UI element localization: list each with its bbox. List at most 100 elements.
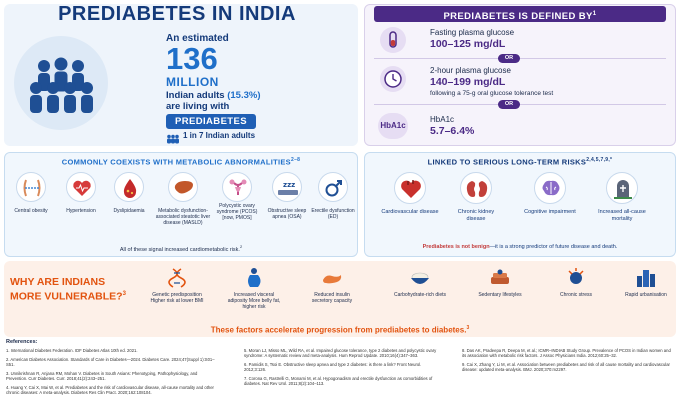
sedentary-label: Sedentary lifestyles: [478, 292, 522, 298]
fasting-glucose-value: 100–125 mg/dL: [430, 38, 506, 50]
carbohydrate-label: Carbohydrate-rich diets: [394, 292, 446, 298]
vulnerability-title-line1: WHY ARE INDIANS: [10, 276, 106, 288]
fasting-glucose-label: Fasting plasma glucose: [430, 28, 515, 37]
visceral-adiposity-label: Increased visceral adiposity More belly …: [227, 292, 281, 310]
insulin-secretion-label: Reduced insulin secretory capacity: [311, 292, 353, 304]
hba1c-icon: HbA1c: [378, 113, 408, 139]
ed-label: Erectile dysfunction (ED): [311, 208, 355, 220]
risk-title: LINKED TO SERIOUS LONG-TERM RISKS2,4,5,7…: [364, 157, 676, 167]
central-obesity-label: Central obesity: [14, 208, 48, 214]
reference-item: 4. Huang Y, Cai X, Mai W, et al. Prediab…: [6, 385, 214, 395]
svg-text:zzz: zzz: [283, 181, 295, 189]
risk-card: [364, 152, 676, 257]
vulnerability-footer: These factors accelerate progression fro…: [4, 325, 676, 335]
vulnerability-title-line2: MORE VULNERABLE?: [10, 290, 123, 303]
small-people-icon: [166, 131, 180, 144]
coexist-footer-sup: 2: [239, 244, 243, 249]
liver-icon: [168, 172, 198, 202]
coexist-footer: All of these signal increased cardiometa…: [4, 244, 358, 253]
uterus-icon: [222, 172, 252, 202]
stress-label: Chronic stress: [560, 292, 592, 298]
coexist-footer-text: All of these signal increased cardiometa…: [119, 246, 240, 253]
clock-icon: [380, 66, 406, 92]
sleep-icon: zzz: [272, 172, 302, 202]
reference-item: 8. Das AK, Pradeepa R, Deepa M, et al.; …: [462, 348, 671, 358]
stat-population-line: Indian adults (15.3%): [166, 90, 261, 101]
risk-title-text: LINKED TO SERIOUS LONG-TERM RISKS: [427, 157, 587, 167]
coexist-title: COMMONLY COEXISTS WITH METABOLIC ABNORMA…: [4, 157, 358, 167]
definition-header: PREDIABETES IS DEFINED BY1: [374, 6, 666, 22]
kidney-icon: [460, 172, 492, 204]
rice-bowl-icon: [408, 266, 432, 290]
urbanisation-label: Rapid urbanisation: [625, 292, 667, 298]
divider: [374, 58, 666, 59]
two-hour-glucose-label: 2-hour plasma glucose: [430, 66, 511, 75]
prediabetes-badge: PREDIABETES: [166, 114, 256, 129]
coexist-title-text: COMMONLY COEXISTS WITH METABOLIC ABNORMA…: [61, 157, 291, 167]
osa-label: Obstructive sleep apnea (OSA): [267, 208, 307, 220]
reference-item: 6. Pamidis S, Tsoi E. Obstructive sleep …: [244, 362, 422, 372]
reference-item: 1. International Diabetes Federation. ID…: [6, 348, 138, 353]
hba1c-label: HbA1c: [430, 115, 455, 124]
tombstone-icon: [606, 172, 638, 204]
coexist-title-sup: 2–8: [290, 157, 301, 163]
risk-title-sup: 2,4,5,7,9,*: [586, 157, 613, 163]
stat-unit: MILLION: [166, 75, 219, 89]
risk-footer-emphasis: Prediabetes is not benign: [422, 244, 490, 250]
vulnerability-footer-text: These factors accelerate progression fro…: [210, 325, 467, 335]
coexist-card: [4, 152, 358, 257]
references-title: References:: [6, 339, 38, 345]
genetic-label: Genetic predisposition Higher risk at lo…: [150, 292, 204, 304]
masld-label: Metabolic dysfunction-associated steatot…: [155, 208, 211, 226]
city-icon: [634, 266, 658, 290]
definition-card: [364, 4, 676, 146]
page-title: PREDIABETES IN INDIA: [58, 3, 296, 25]
mortality-label: Increased all-cause mortality: [598, 209, 646, 222]
definition-header-sup: 1: [592, 11, 597, 17]
pancreas-icon: [320, 266, 344, 290]
dyslipidaemia-label: Dyslipidaemia: [113, 208, 145, 214]
reference-item: 2. American Diabetes Association. Standa…: [6, 357, 215, 367]
cardiovascular-label: Cardiovascular disease: [381, 209, 439, 215]
kidney-disease-label: Chronic kidney disease: [457, 209, 495, 222]
references-column-1: 1. International Diabetes Federation. ID…: [6, 348, 216, 395]
stress-icon: [564, 266, 588, 290]
risk-footer: Prediabetes is not benign—it is a strong…: [364, 244, 676, 250]
blood-drop-icon: [114, 172, 144, 202]
hypertension-label: Hypertension: [66, 208, 96, 214]
risk-footer-text: —it is a strong predictor of future dise…: [489, 244, 618, 250]
vulnerability-title-sup: 3: [122, 291, 126, 297]
stat-intro: An estimated: [166, 33, 229, 44]
reference-item: 7. Corona G, Rastrelli G, Monami M, et a…: [244, 376, 433, 386]
belly-icon: [242, 266, 266, 290]
stat-percentage: (15.3%): [227, 90, 261, 101]
male-symbol-icon: [318, 172, 348, 202]
vulnerability-band: [4, 261, 676, 337]
definition-header-text: PREDIABETES IS DEFINED BY: [443, 11, 593, 23]
pcos-label: Polycystic ovary syndrome (PCOS) [now, P…: [216, 203, 258, 221]
vulnerability-footer-sup: 3: [466, 325, 470, 331]
heart-pressure-icon: [66, 172, 96, 202]
sofa-icon: [488, 266, 512, 290]
reference-item: 9. Cai X, Zhang Y, Li M, et al. Associat…: [462, 362, 670, 372]
references-column-2: 5. Moran LJ, Misso ML, Wild RA, et al. I…: [244, 348, 444, 386]
waist-icon: [16, 172, 46, 202]
hba1c-value: 5.7–6.4%: [430, 125, 475, 137]
two-hour-glucose-value: 140–199 mg/dL: [430, 76, 506, 88]
people-group-icon: [14, 36, 108, 130]
test-tube-icon: [380, 27, 406, 53]
cognitive-label: Cognitive impairment: [524, 209, 576, 215]
vulnerability-title: WHY ARE INDIANS MORE VULNERABLE?3: [10, 276, 140, 303]
references-column-3: 8. Das AK, Pradeepa R, Deepa M, et al.; …: [462, 348, 672, 372]
or-pill: OR: [498, 100, 520, 109]
stat-living-line: are living with: [166, 101, 230, 112]
stat-number: 136: [166, 41, 218, 76]
stat-ratio: 1 in 7 Indian adults: [183, 131, 256, 140]
reference-item: 3. Unnikrishnan R, Anjana RM, Mohan V. D…: [6, 371, 198, 381]
ogtt-note: following a 75-g oral glucose tolerance …: [430, 90, 554, 97]
or-pill: OR: [498, 54, 520, 63]
brain-icon: [534, 172, 566, 204]
dna-icon: [165, 266, 189, 290]
heart-icon: [394, 172, 426, 204]
stat-population-text: Indian adults: [166, 90, 225, 101]
